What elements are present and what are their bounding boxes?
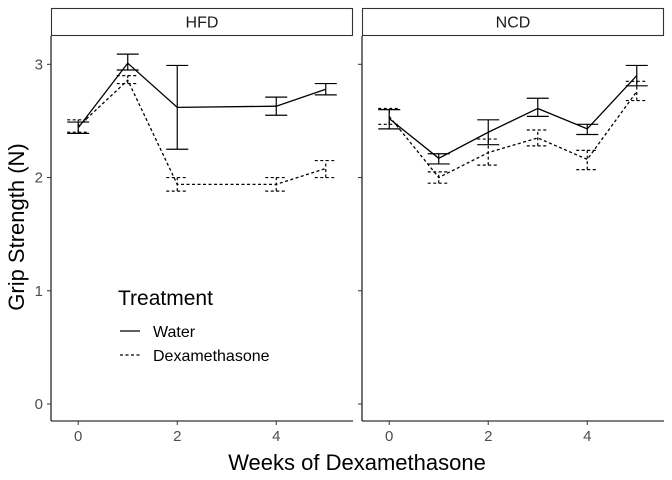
error-bar	[625, 80, 648, 102]
x-tick-label-hfd-0: 0	[74, 428, 82, 445]
error-bar	[576, 149, 599, 171]
error-bar	[314, 82, 337, 96]
line-ncd-water	[388, 75, 638, 160]
strip-label-hfd: HFD	[186, 15, 219, 32]
error-bar	[314, 159, 337, 179]
strip-ncd	[361, 7, 665, 37]
line-hfd-dexamethasone	[77, 79, 326, 185]
line-hfd-water	[77, 62, 326, 129]
error-bar	[526, 97, 549, 117]
legend-label-dexamethasone: Dexamethasone	[153, 348, 270, 365]
legend: Treatment Water Dexamethasone	[118, 287, 270, 365]
error-bar	[116, 53, 139, 71]
legend-label-water: Water	[153, 324, 196, 341]
series-ncd-dexamethasone	[378, 80, 648, 184]
strip-label-ncd: NCD	[496, 15, 531, 32]
legend-title: Treatment	[118, 287, 213, 310]
x-axis-title: Weeks of Dexamethasone	[228, 450, 486, 475]
x-tick-label-ncd-4: 4	[583, 428, 591, 445]
y-tick-label-2: 2	[35, 170, 43, 187]
series-hfd-dexamethasone	[67, 75, 337, 192]
y-tick-label-3: 3	[35, 56, 43, 73]
panel-hfd: HFD 0 1 2 3 0 2 4	[35, 7, 354, 445]
panel-ncd: NCD 0 2 4	[358, 7, 665, 445]
error-bar	[526, 129, 549, 147]
series-ncd-water	[378, 64, 648, 165]
x-tick-label-hfd-2: 2	[173, 428, 181, 445]
error-bar	[116, 75, 139, 85]
series-hfd-water	[67, 53, 337, 150]
y-axis-title: Grip Strength (N)	[4, 143, 29, 311]
error-bar	[378, 107, 401, 125]
y-tick-label-1: 1	[35, 283, 43, 300]
x-tick-label-ncd-0: 0	[385, 428, 393, 445]
x-tick-label-ncd-2: 2	[484, 428, 492, 445]
facet-panels: HFD 0 1 2 3 0 2 4 NCD 0 2 4	[35, 7, 665, 445]
strip-hfd	[50, 7, 354, 37]
line-ncd-dexamethasone	[388, 91, 638, 179]
x-tick-label-hfd-4: 4	[272, 428, 280, 445]
y-tick-label-0: 0	[35, 396, 43, 413]
